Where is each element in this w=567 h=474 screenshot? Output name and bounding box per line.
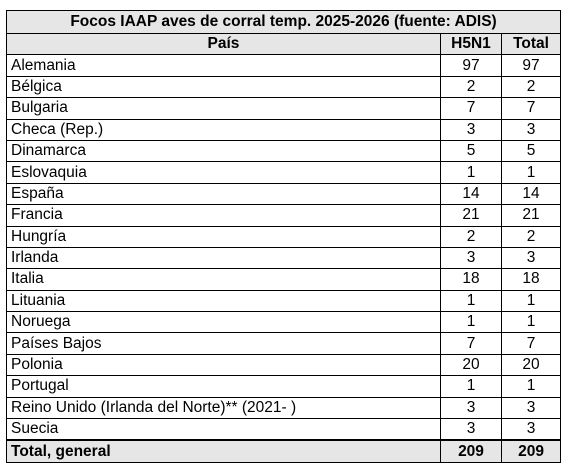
country-cell: Checa (Rep.) <box>6 118 441 141</box>
h5n1-cell: 1 <box>440 375 502 398</box>
grand-total-row: Total, general 209 209 <box>6 439 562 463</box>
total-cell: 3 <box>500 418 562 441</box>
table-row: Bulgaria 7 7 <box>6 97 562 120</box>
h5n1-cell: 21 <box>440 204 502 227</box>
country-cell: Irlanda <box>6 246 441 270</box>
country-cell: Bulgaria <box>6 97 441 120</box>
table-body: Alemania 97 97 Bélgica 2 2 Bulgaria 7 7 … <box>6 54 562 441</box>
country-cell: Italia <box>6 268 441 291</box>
h5n1-cell: 3 <box>440 246 502 270</box>
h5n1-cell: 97 <box>440 54 502 77</box>
total-cell: 20 <box>500 353 562 377</box>
table-row: Reino Unido (Irlanda del Norte)** (2021-… <box>6 396 562 420</box>
total-cell: 7 <box>500 332 562 355</box>
total-cell: 1 <box>500 311 562 334</box>
h5n1-cell: 3 <box>440 418 502 441</box>
table-row: Alemania 97 97 <box>6 54 562 77</box>
h5n1-cell: 14 <box>440 182 502 206</box>
table-row: Hungría 2 2 <box>6 225 562 248</box>
country-cell: Alemania <box>6 54 441 77</box>
total-cell: 2 <box>500 75 562 99</box>
h5n1-cell: 5 <box>440 139 502 163</box>
column-header-country: País <box>6 32 441 56</box>
total-cell: 18 <box>500 268 562 291</box>
table-header-row: País H5N1 Total <box>6 32 562 56</box>
grand-total-total: 209 <box>500 439 562 463</box>
country-cell: Reino Unido (Irlanda del Norte)** (2021-… <box>6 396 441 420</box>
h5n1-cell: 1 <box>440 161 502 184</box>
table-row: Portugal 1 1 <box>6 375 562 398</box>
h5n1-cell: 1 <box>440 311 502 334</box>
h5n1-cell: 18 <box>440 268 502 291</box>
total-cell: 97 <box>500 54 562 77</box>
country-cell: España <box>6 182 441 206</box>
h5n1-cell: 1 <box>440 289 502 313</box>
h5n1-cell: 7 <box>440 97 502 120</box>
h5n1-cell: 3 <box>440 118 502 141</box>
grand-total-label: Total, general <box>6 439 441 463</box>
table-row: Italia 18 18 <box>6 268 562 291</box>
table-row: Suecia 3 3 <box>6 418 562 441</box>
table-row: Países Bajos 7 7 <box>6 332 562 355</box>
country-cell: Hungría <box>6 225 441 248</box>
table-row: España 14 14 <box>6 182 562 206</box>
total-cell: 3 <box>500 246 562 270</box>
table-title: Focos IAAP aves de corral temp. 2025-202… <box>5 10 562 34</box>
column-header-total: Total <box>500 32 562 56</box>
country-cell: Polonia <box>6 353 441 377</box>
table-row: Lituania 1 1 <box>6 289 562 313</box>
total-cell: 14 <box>500 182 562 206</box>
table-row: Noruega 1 1 <box>6 311 562 334</box>
country-cell: Eslovaquia <box>6 161 441 184</box>
total-cell: 3 <box>500 118 562 141</box>
country-cell: Países Bajos <box>6 332 441 355</box>
h5n1-cell: 2 <box>440 225 502 248</box>
h5n1-cell: 7 <box>440 332 502 355</box>
table-row: Eslovaquia 1 1 <box>6 161 562 184</box>
country-cell: Dinamarca <box>6 139 441 163</box>
total-cell: 7 <box>500 97 562 120</box>
h5n1-cell: 3 <box>440 396 502 420</box>
country-cell: Francia <box>6 204 441 227</box>
h5n1-cell: 2 <box>440 75 502 99</box>
outbreaks-table: Focos IAAP aves de corral temp. 2025-202… <box>5 10 562 463</box>
total-cell: 1 <box>500 375 562 398</box>
grand-total-h5n1: 209 <box>440 439 502 463</box>
table-title-row: Focos IAAP aves de corral temp. 2025-202… <box>5 10 562 34</box>
table-row: Irlanda 3 3 <box>6 246 562 270</box>
country-cell: Noruega <box>6 311 441 334</box>
outbreaks-table-container: Focos IAAP aves de corral temp. 2025-202… <box>5 10 562 463</box>
country-cell: Bélgica <box>6 75 441 99</box>
total-cell: 1 <box>500 161 562 184</box>
h5n1-cell: 20 <box>440 353 502 377</box>
country-cell: Suecia <box>6 418 441 441</box>
total-cell: 21 <box>500 204 562 227</box>
table-row: Dinamarca 5 5 <box>6 139 562 163</box>
total-cell: 5 <box>500 139 562 163</box>
column-header-h5n1: H5N1 <box>440 32 502 56</box>
total-cell: 3 <box>500 396 562 420</box>
table-row: Checa (Rep.) 3 3 <box>6 118 562 141</box>
table-row: Bélgica 2 2 <box>6 75 562 99</box>
country-cell: Portugal <box>6 375 441 398</box>
total-cell: 2 <box>500 225 562 248</box>
country-cell: Lituania <box>6 289 441 313</box>
table-row: Polonia 20 20 <box>6 353 562 377</box>
table-row: Francia 21 21 <box>6 204 562 227</box>
total-cell: 1 <box>500 289 562 313</box>
